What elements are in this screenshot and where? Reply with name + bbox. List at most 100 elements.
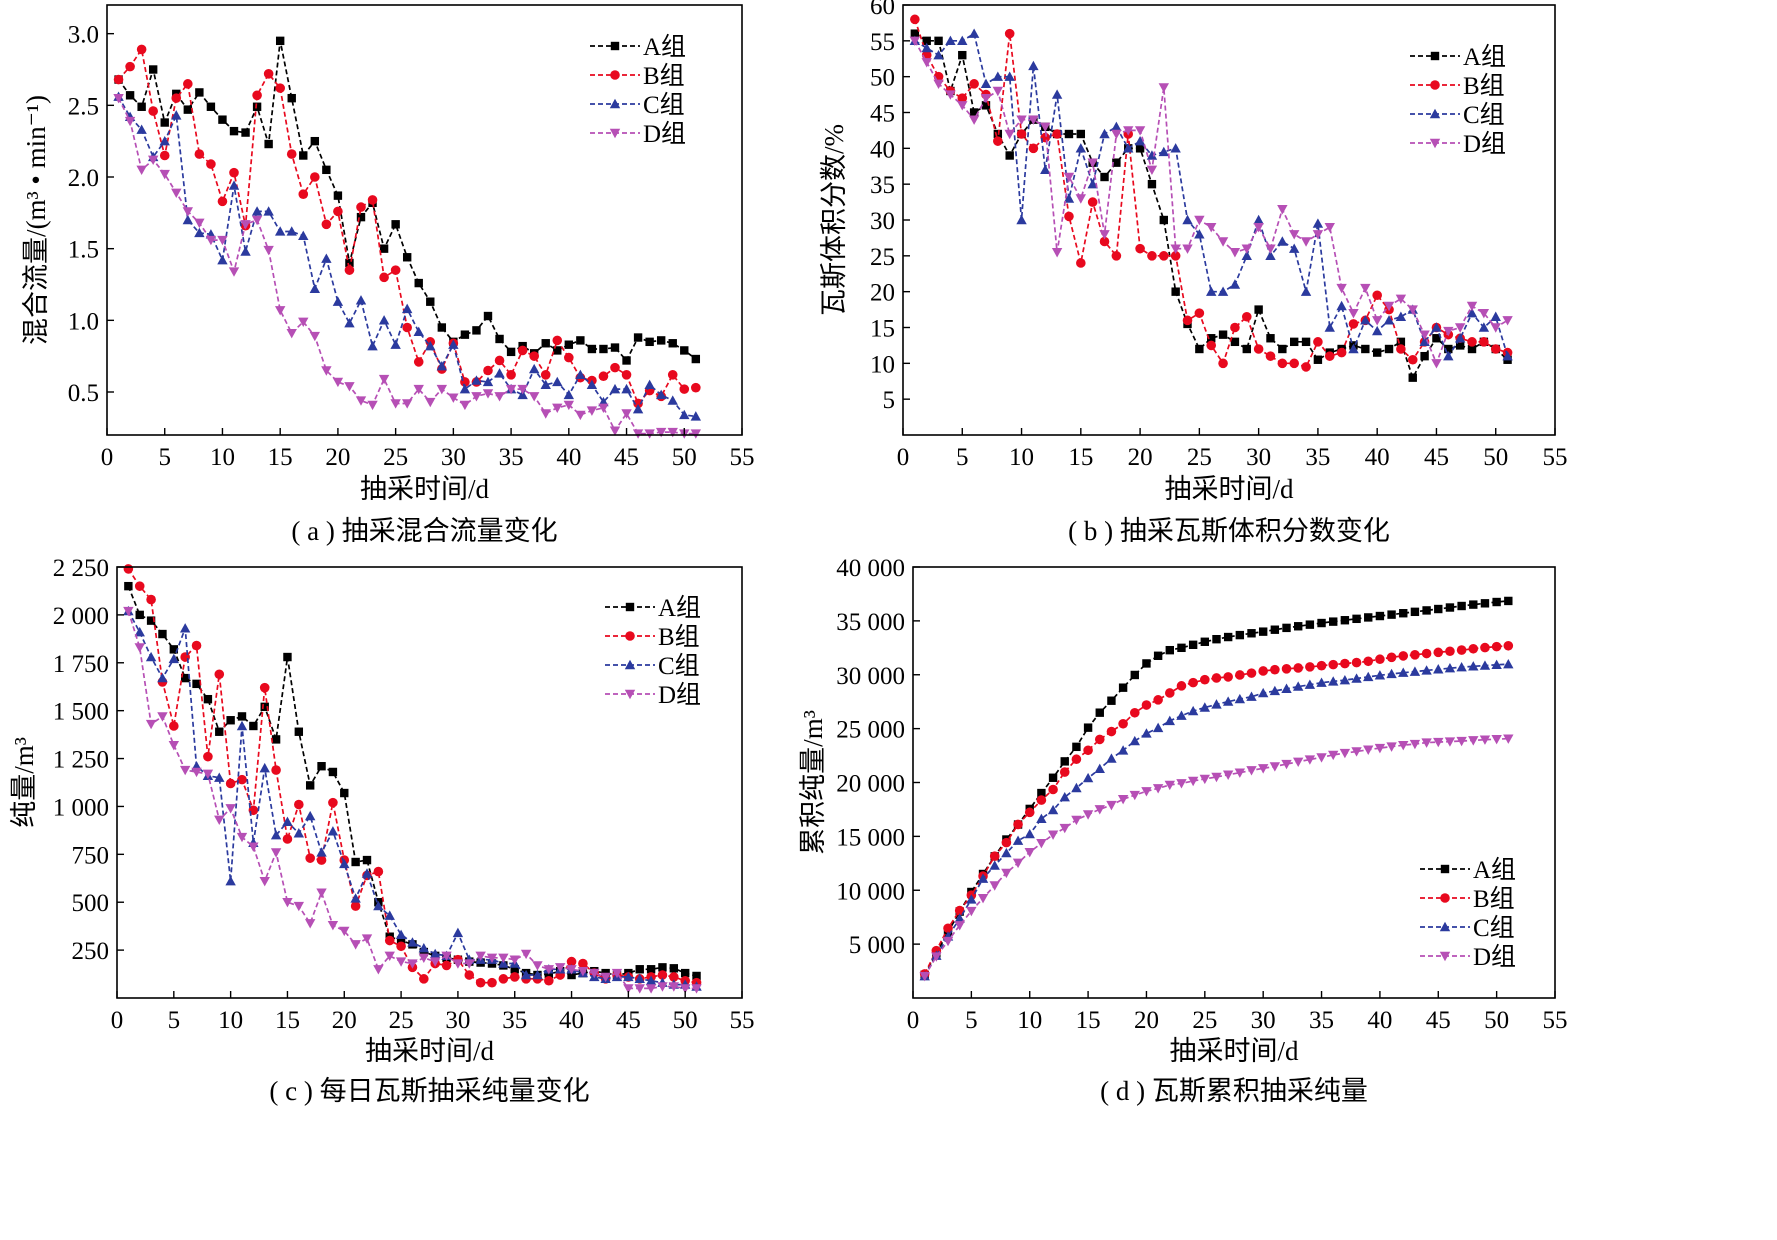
legend-label: D组 [1473,943,1516,971]
data-point [332,296,344,306]
data-point [1135,243,1145,254]
data-point [486,953,498,963]
data-point [396,941,406,952]
data-point [145,719,157,730]
data-point [1445,603,1455,612]
data-point [113,74,124,85]
data-point [1468,736,1479,746]
data-point [622,356,631,365]
data-point [517,389,528,400]
data-point [532,961,543,971]
data-point [1444,344,1453,354]
data-point [1134,126,1146,136]
x-tick-label: 35 [502,1007,527,1034]
data-point [378,374,390,385]
data-point [327,826,339,836]
data-point [1328,750,1339,761]
data-point [576,336,585,345]
data-point [367,195,378,205]
y-tick-label: 20 000 [836,771,905,798]
data-point [1087,197,1098,207]
data-point [691,354,701,364]
data-point [954,913,965,923]
data-point [1199,702,1211,712]
data-point [160,118,169,127]
data-point [1004,129,1015,140]
data-point [691,382,701,393]
data-point [1005,151,1014,160]
data-point [942,936,954,947]
data-point [271,735,281,744]
y-axis-label: 纯量/m³ [9,737,39,828]
data-point [1396,344,1406,354]
legend-label: D组 [643,120,686,148]
data-point [645,975,657,985]
data-point [589,968,600,979]
plot-frame [116,566,743,999]
y-tick-label: 250 [72,938,110,965]
data-point [1147,251,1157,261]
data-point [919,972,930,982]
data-point [494,368,505,378]
data-point [1241,250,1252,261]
data-point [287,93,296,103]
x-tick-label: 40 [556,444,581,471]
data-point [333,206,343,217]
data-point [1142,659,1151,668]
data-point [910,29,920,38]
data-point [1407,305,1418,315]
data-point [328,767,338,777]
data-point [460,330,470,339]
data-point [1478,308,1490,319]
data-point [1490,323,1501,333]
x-tick-label: 5 [965,1007,978,1034]
data-point [159,169,170,180]
data-point [459,400,471,411]
data-point [1467,337,1477,347]
data-point [441,960,452,971]
data-point [179,765,191,776]
data-point [498,953,509,963]
data-point [355,396,367,406]
data-point [1164,780,1175,791]
data-point [909,36,921,47]
x-tick-label: 10 [210,444,235,471]
data-point [510,965,519,974]
chart-panel-d: 0 5 10 15 20 25 30 35 40 45 50 55 5 000 10 000 15 000 2… [798,555,1568,1106]
data-point [407,959,418,969]
data-point [286,329,297,339]
data-point [1230,337,1240,347]
data-point [1360,283,1371,294]
data-point [401,399,413,409]
data-point [452,959,464,969]
data-point [1087,178,1098,189]
data-point [136,124,147,134]
legend-item: B组 [1410,72,1505,100]
x-tick-label: 0 [111,1007,124,1034]
data-point [464,970,475,980]
data-point [159,150,170,161]
data-point [552,335,563,346]
data-point [260,702,269,712]
data-point [1282,623,1291,633]
legend-marker [1439,951,1451,962]
data-point [543,965,555,975]
legend-marker [610,70,620,80]
data-point [494,355,505,366]
data-point [1100,172,1109,182]
legend-label: D组 [658,681,701,709]
data-point [1013,819,1023,830]
x-tick-label: 35 [1309,1007,1334,1034]
data-point [251,215,263,226]
data-point [413,384,424,395]
legend-item: A组 [1420,856,1516,884]
data-point [609,383,621,394]
x-tick-label: 25 [383,444,408,471]
y-axis-label: 累积纯量/m³ [798,710,828,855]
data-point [634,984,645,994]
data-point [1348,343,1359,354]
data-point [669,964,679,973]
series-line [117,97,696,435]
data-point [668,982,680,992]
data-point [921,42,932,53]
